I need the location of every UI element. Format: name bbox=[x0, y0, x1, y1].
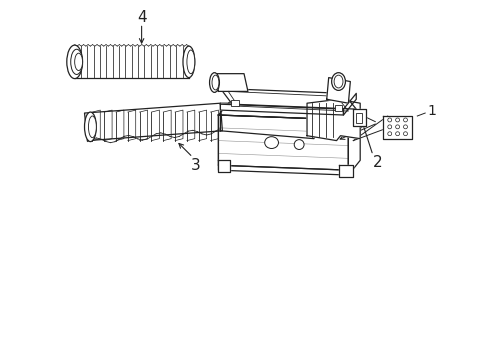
Ellipse shape bbox=[187, 50, 195, 74]
Polygon shape bbox=[84, 103, 222, 141]
Polygon shape bbox=[383, 116, 413, 139]
Ellipse shape bbox=[404, 125, 408, 129]
Polygon shape bbox=[71, 46, 193, 78]
Ellipse shape bbox=[334, 75, 343, 88]
Ellipse shape bbox=[404, 118, 408, 122]
Ellipse shape bbox=[395, 125, 399, 129]
Text: 4: 4 bbox=[137, 10, 147, 25]
Polygon shape bbox=[219, 115, 348, 170]
Bar bbox=[231, 100, 239, 106]
Ellipse shape bbox=[388, 118, 392, 122]
Ellipse shape bbox=[84, 112, 97, 141]
Ellipse shape bbox=[74, 53, 82, 71]
Ellipse shape bbox=[395, 132, 399, 136]
Polygon shape bbox=[353, 109, 366, 126]
Ellipse shape bbox=[183, 46, 195, 78]
Polygon shape bbox=[219, 160, 230, 172]
Ellipse shape bbox=[265, 137, 278, 148]
Polygon shape bbox=[219, 101, 360, 120]
Text: 1: 1 bbox=[427, 104, 436, 118]
Polygon shape bbox=[339, 165, 353, 177]
Ellipse shape bbox=[210, 73, 220, 93]
Ellipse shape bbox=[388, 125, 392, 129]
Ellipse shape bbox=[67, 45, 82, 78]
Polygon shape bbox=[220, 104, 343, 115]
Polygon shape bbox=[343, 93, 356, 115]
Ellipse shape bbox=[89, 116, 97, 138]
Text: 3: 3 bbox=[191, 158, 200, 173]
Bar bbox=[356, 113, 362, 123]
Polygon shape bbox=[214, 74, 248, 91]
Polygon shape bbox=[220, 89, 356, 109]
Ellipse shape bbox=[212, 75, 219, 90]
Polygon shape bbox=[307, 99, 360, 141]
Ellipse shape bbox=[388, 132, 392, 136]
Polygon shape bbox=[220, 103, 319, 139]
Ellipse shape bbox=[71, 49, 82, 75]
Polygon shape bbox=[327, 78, 350, 103]
Ellipse shape bbox=[294, 140, 304, 149]
Ellipse shape bbox=[395, 118, 399, 122]
Polygon shape bbox=[219, 115, 348, 175]
Bar bbox=[335, 105, 343, 111]
Polygon shape bbox=[348, 106, 360, 175]
Text: 2: 2 bbox=[373, 155, 383, 170]
Ellipse shape bbox=[332, 73, 345, 90]
Ellipse shape bbox=[404, 132, 408, 136]
